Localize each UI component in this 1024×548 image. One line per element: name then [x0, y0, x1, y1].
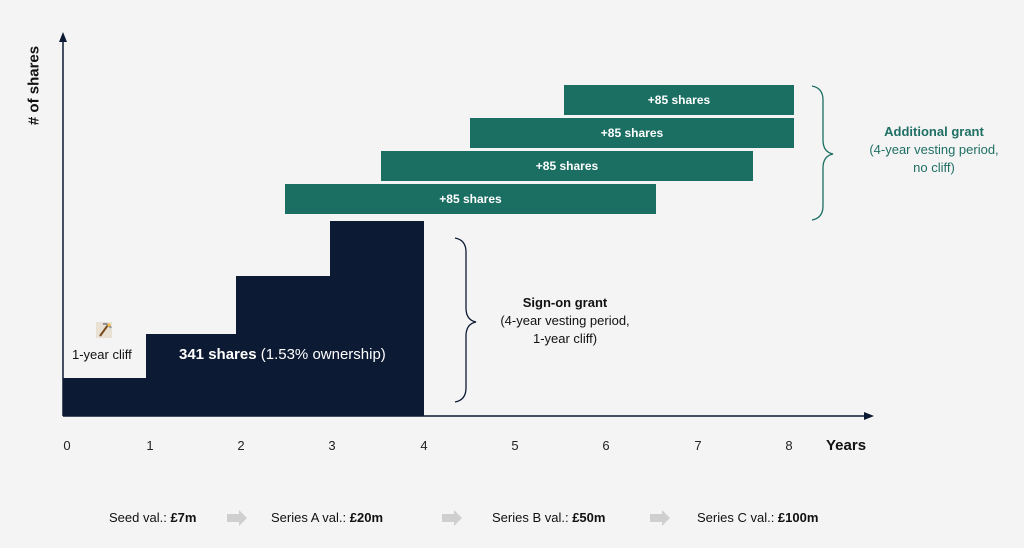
sign-on-line1: (4-year vesting period,: [500, 313, 630, 328]
additional-line1: (4-year vesting period,: [869, 142, 999, 157]
bar-label-3: +85 shares: [600, 126, 664, 140]
bar-label-4: +85 shares: [647, 93, 711, 107]
ownership-text: (1.53% ownership): [256, 346, 386, 363]
valuation-series-c-prefix: Series C val.:: [697, 510, 778, 525]
additional-title: Additional grant: [884, 124, 984, 139]
pickaxe-icon: [96, 322, 112, 338]
additional-grant-bar-4: [564, 85, 794, 115]
additional-annotation: Additional grant (4-year vesting period,…: [858, 123, 1010, 177]
valuation-seed-prefix: Seed val.:: [109, 510, 171, 525]
x-tick-4: 4: [420, 438, 428, 453]
bar-label-1: +85 shares: [439, 192, 502, 206]
sign-on-annotation: Sign-on grant (4-year vesting period, 1-…: [490, 294, 640, 348]
sign-on-shares-label: 341 shares (1.53% ownership): [179, 346, 386, 363]
x-tick-2: 2: [237, 438, 245, 453]
bar-label-2: +85 shares: [535, 159, 599, 173]
valuation-series-b-value: £50m: [572, 510, 606, 525]
additional-grant-bar-3: [470, 118, 794, 148]
valuation-seed: Seed val.: £7m: [109, 510, 196, 525]
cliff-label: 1-year cliff: [72, 347, 132, 362]
sign-on-line2: 1-year cliff): [532, 331, 598, 346]
x-tick-7: 7: [694, 438, 702, 453]
right-arrow-icon: [650, 510, 670, 526]
additional-brace: [811, 85, 834, 221]
x-tick-3: 3: [328, 438, 336, 453]
x-tick-8: 8: [785, 438, 793, 453]
sign-on-brace: [454, 237, 477, 403]
x-axis-arrowhead: [864, 412, 874, 420]
shares-count: 341 shares: [179, 346, 257, 363]
sign-on-grant-staircase: [63, 221, 424, 416]
valuation-series-a-prefix: Series A val.:: [271, 510, 350, 525]
valuation-series-c-value: £100m: [777, 510, 819, 525]
right-arrow-icon: [442, 510, 462, 526]
valuation-series-a: Series A val.: £20m: [271, 510, 383, 525]
valuation-series-a-value: £20m: [349, 510, 384, 525]
x-axis-label: Years: [826, 437, 867, 454]
x-tick-6: 6: [602, 438, 610, 453]
valuation-seed-value: £7m: [170, 510, 197, 525]
valuation-series-b-prefix: Series B val.:: [492, 510, 573, 525]
additional-line2: no cliff): [913, 160, 955, 175]
valuation-series-c: Series C val.: £100m: [697, 510, 818, 525]
additional-grant-bar-1: [285, 184, 656, 214]
valuation-series-b: Series B val.: £50m: [492, 510, 605, 525]
sign-on-title: Sign-on grant: [522, 295, 608, 310]
x-tick-1: 1: [146, 438, 154, 453]
additional-grant-bar-2: [381, 151, 753, 181]
y-axis-arrowhead: [59, 32, 67, 42]
y-axis-label: # of shares: [25, 45, 43, 126]
x-tick-0: 0: [63, 438, 71, 453]
x-tick-5: 5: [511, 438, 519, 453]
right-arrow-icon: [227, 510, 247, 526]
